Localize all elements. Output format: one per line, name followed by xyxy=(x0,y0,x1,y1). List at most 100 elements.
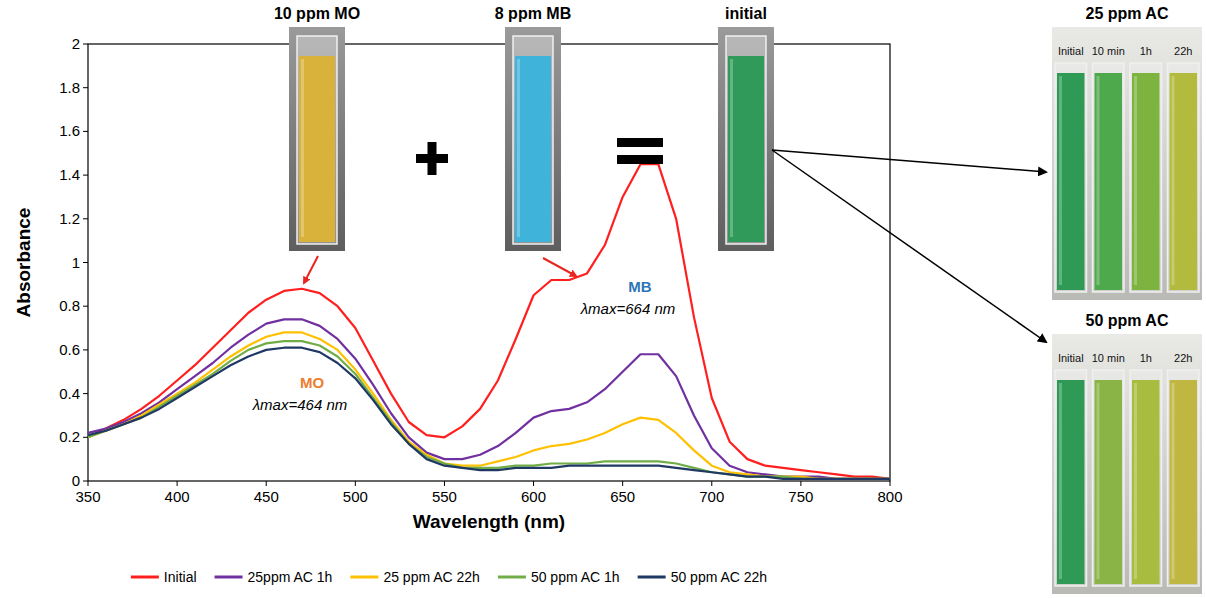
cuvette-liquid xyxy=(299,56,335,242)
y-tick-label: 0.6 xyxy=(59,341,80,358)
adsorption-panel: 25 ppm ACInitial10 min1h22h xyxy=(1052,5,1202,300)
y-tick xyxy=(83,131,88,132)
y-tick-label: 1.2 xyxy=(59,210,80,227)
y-tick xyxy=(83,262,88,263)
cuvette-glass xyxy=(1055,63,1087,292)
cuvette-glass xyxy=(513,36,553,244)
cuvette xyxy=(1130,63,1162,292)
legend-label: 50 ppm AC 1h xyxy=(531,569,620,585)
panel-photo xyxy=(1052,27,1202,300)
cuvette xyxy=(1168,63,1200,292)
photo-title: 10 ppm MO xyxy=(274,5,360,22)
cuvette-glass xyxy=(1055,370,1087,586)
x-tick-label: 350 xyxy=(75,488,100,505)
cuvette-glass xyxy=(1130,370,1162,586)
annotation: λmax=664 nm xyxy=(580,300,676,317)
mixing-photos: 10 ppm MO8 ppm MBinitial xyxy=(274,5,774,251)
series-line xyxy=(88,319,890,479)
cuvette-glare xyxy=(517,59,520,237)
cuvette-glass xyxy=(1168,370,1200,586)
y-tick xyxy=(83,87,88,88)
cuvette-glass xyxy=(1093,63,1125,292)
legend-label: 50 ppm AC 22h xyxy=(671,569,768,585)
series-line xyxy=(88,332,890,478)
sample-label: 1h xyxy=(1140,352,1152,364)
leader-arrow xyxy=(304,256,318,283)
sample-label: Initial xyxy=(1058,45,1084,57)
y-tick-label: 0.8 xyxy=(59,297,80,314)
cuvette-glass xyxy=(1093,370,1125,586)
annotations: MBλmax=664 nmMOλmax=464 nm xyxy=(250,278,678,413)
x-tick xyxy=(622,481,623,486)
legend-label: 25ppm AC 1h xyxy=(248,569,333,585)
x-tick-label: 750 xyxy=(788,488,813,505)
x-tick-label: 550 xyxy=(432,488,457,505)
y-tick-label: 1.8 xyxy=(59,79,80,96)
x-tick-label: 500 xyxy=(343,488,368,505)
y-tick-label: 0 xyxy=(72,472,80,489)
annotation: MO xyxy=(300,374,324,391)
legend-label: 25 ppm AC 22h xyxy=(383,569,480,585)
y-tick xyxy=(83,306,88,307)
legend-label: Initial xyxy=(164,569,197,585)
cuvette-glare xyxy=(1059,383,1062,579)
y-tick-label: 2 xyxy=(72,35,80,52)
photo-title: initial xyxy=(725,5,767,22)
annotation: MB xyxy=(628,278,651,295)
y-tick-label: 0.2 xyxy=(59,428,80,445)
equals-sign xyxy=(617,138,663,147)
photo-background xyxy=(289,27,345,251)
sample-label: 10 min xyxy=(1092,45,1125,57)
cuvette-liquid xyxy=(1057,380,1085,584)
sample-label: 10 min xyxy=(1092,352,1125,364)
leader-arrow xyxy=(543,258,576,276)
y-tick-label: 1.4 xyxy=(59,166,80,183)
panel-photo xyxy=(1052,334,1202,594)
annotation-patch xyxy=(298,374,326,391)
cuvette-liquid xyxy=(1095,73,1123,290)
y-tick-label: 1.6 xyxy=(59,122,80,139)
annotation-patch xyxy=(250,396,350,413)
x-tick-label: 450 xyxy=(254,488,279,505)
x-axis-title: Wavelength (nm) xyxy=(413,511,565,532)
x-tick xyxy=(890,481,891,486)
cuvette-glare xyxy=(1097,76,1100,285)
photo-background xyxy=(718,27,774,251)
y-tick xyxy=(83,218,88,219)
x-tick-label: 800 xyxy=(877,488,902,505)
x-tick xyxy=(444,481,445,486)
legend-swatch xyxy=(638,576,666,579)
cuvette xyxy=(1055,63,1087,292)
x-tick-label: 650 xyxy=(610,488,635,505)
x-tick xyxy=(533,481,534,486)
y-tick xyxy=(83,44,88,45)
y-tick xyxy=(83,481,88,482)
x-tick-label: 600 xyxy=(521,488,546,505)
equals-sign xyxy=(617,155,663,164)
y-tick xyxy=(83,437,88,438)
operators xyxy=(416,138,663,175)
cuvette-liquid xyxy=(1132,380,1160,584)
panel-title: 25 ppm AC xyxy=(1086,5,1169,22)
cuvette xyxy=(1093,63,1125,292)
cuvette xyxy=(1130,370,1162,586)
cuvette-liquid xyxy=(1170,380,1198,584)
y-tick xyxy=(83,393,88,394)
x-tick xyxy=(88,481,89,486)
cuvette-glass xyxy=(1130,63,1162,292)
sample-label: Initial xyxy=(1058,352,1084,364)
x-tick xyxy=(800,481,801,486)
x-tick xyxy=(711,481,712,486)
cuvette-glass xyxy=(297,36,337,244)
x-tick-label: 700 xyxy=(699,488,724,505)
cuvette xyxy=(1055,370,1087,586)
photo-background xyxy=(505,27,561,251)
cuvette-glare xyxy=(1134,383,1137,579)
cuvette-liquid xyxy=(515,56,551,242)
cuvette-glare xyxy=(1097,383,1100,579)
y-tick-label: 1 xyxy=(72,254,80,271)
x-tick-label: 400 xyxy=(165,488,190,505)
cuvette-glass xyxy=(1168,63,1200,292)
cuvette-glass xyxy=(726,36,766,244)
cuvette-glare xyxy=(301,59,304,237)
